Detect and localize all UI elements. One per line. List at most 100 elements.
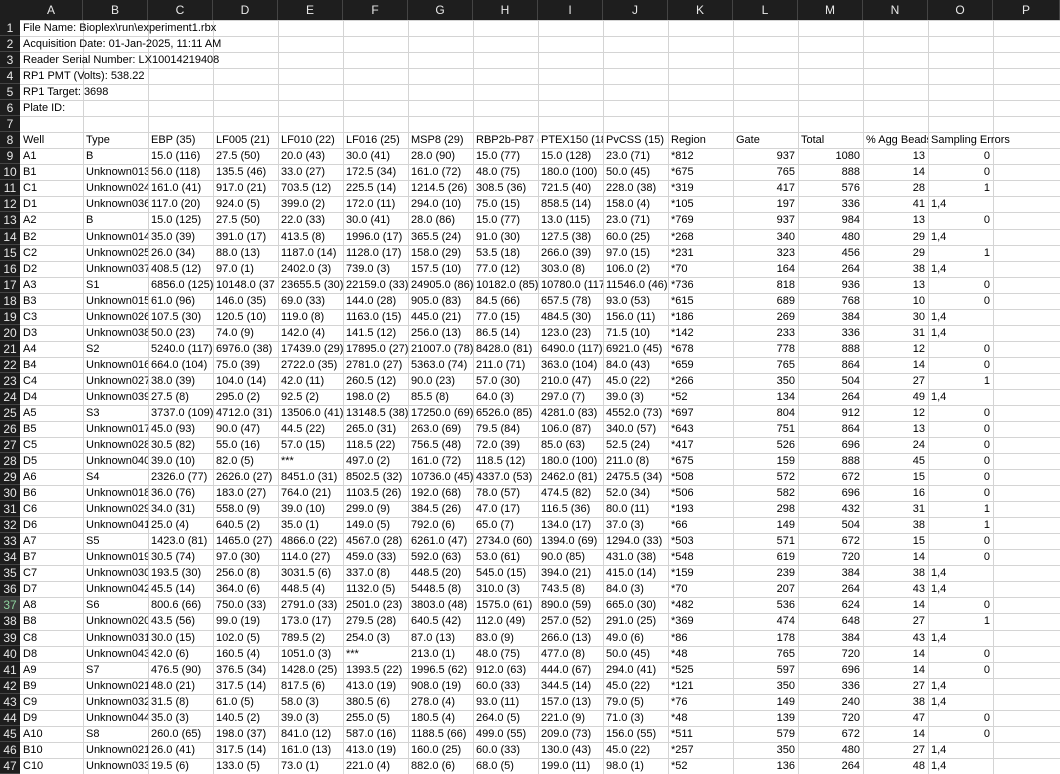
- cell[interactable]: 93.0 (53): [606, 294, 651, 307]
- cell[interactable]: 17439.0 (29): [281, 342, 343, 355]
- cell[interactable]: 890.0 (59): [541, 599, 592, 612]
- cell[interactable]: 44.5 (22): [281, 423, 326, 435]
- row-header[interactable]: 21: [0, 340, 20, 357]
- cell[interactable]: 299.0 (9): [346, 503, 391, 516]
- cell[interactable]: 264: [841, 759, 860, 772]
- cell[interactable]: 57.0 (30): [476, 374, 521, 387]
- cell[interactable]: S5: [86, 535, 100, 548]
- cell[interactable]: 336: [841, 326, 860, 339]
- cell[interactable]: 1393.5 (22): [346, 663, 403, 676]
- cell[interactable]: Plate ID:: [23, 102, 66, 115]
- cell[interactable]: 765: [776, 166, 795, 179]
- cell[interactable]: *186: [671, 310, 694, 323]
- row-header[interactable]: 8: [0, 132, 20, 149]
- cell[interactable]: 77.0 (12): [476, 262, 521, 275]
- cell[interactable]: 14: [912, 727, 925, 740]
- cell[interactable]: 579: [776, 727, 795, 740]
- cell[interactable]: 2501.0 (23): [346, 599, 403, 612]
- cell[interactable]: 264: [841, 390, 860, 403]
- cell[interactable]: 1: [983, 182, 990, 195]
- cell[interactable]: 445.0 (21): [411, 310, 462, 323]
- cell[interactable]: *812: [671, 150, 694, 163]
- column-header[interactable]: N: [863, 0, 928, 20]
- cell[interactable]: 211.0 (8): [606, 455, 650, 468]
- cell[interactable]: PvCSS (15): [606, 134, 665, 147]
- cell[interactable]: 640.5 (2): [216, 519, 261, 532]
- row-header[interactable]: 39: [0, 629, 20, 646]
- cell[interactable]: 90.0 (23): [411, 374, 456, 387]
- cell[interactable]: 765: [776, 358, 795, 371]
- cell[interactable]: 10780.0 (117: [541, 278, 603, 291]
- cell[interactable]: 703.5 (12): [281, 182, 332, 195]
- cell[interactable]: 116.5 (36): [541, 503, 591, 516]
- cell[interactable]: 448.5 (20): [411, 567, 462, 580]
- cell[interactable]: 260.5 (12): [346, 374, 397, 387]
- row-header[interactable]: 33: [0, 533, 20, 550]
- cell[interactable]: 140.5 (2): [216, 711, 261, 724]
- cell[interactable]: Type: [86, 134, 110, 147]
- cell[interactable]: 1: [983, 246, 990, 259]
- cell[interactable]: *76: [671, 695, 688, 708]
- cell[interactable]: Unknown028: [86, 439, 148, 452]
- cell[interactable]: 26.0 (41): [151, 743, 196, 756]
- cell[interactable]: 1: [983, 615, 990, 628]
- cell[interactable]: Unknown017: [86, 423, 148, 435]
- cell[interactable]: 41: [912, 198, 925, 211]
- cell[interactable]: 49.0 (6): [606, 631, 644, 644]
- cell[interactable]: 888: [841, 342, 860, 355]
- cell[interactable]: 592.0 (63): [411, 551, 462, 564]
- cell[interactable]: 198.0 (37): [216, 727, 267, 740]
- cell[interactable]: 665.0 (30): [606, 599, 657, 612]
- cell[interactable]: 2734.0 (60): [476, 535, 533, 548]
- cell[interactable]: 27: [912, 743, 925, 756]
- cell[interactable]: 173.0 (17): [281, 615, 332, 628]
- cell[interactable]: 888: [841, 166, 860, 179]
- cell[interactable]: A8: [23, 599, 37, 612]
- cell[interactable]: *503: [671, 535, 694, 548]
- cell[interactable]: S8: [86, 727, 100, 740]
- cell[interactable]: Unknown042: [86, 583, 148, 596]
- cell[interactable]: LF016 (25): [346, 134, 400, 147]
- cell[interactable]: 1103.5 (26): [346, 487, 402, 500]
- cell[interactable]: 160.5 (4): [216, 647, 261, 660]
- cell[interactable]: 2722.0 (35): [281, 358, 338, 371]
- cell[interactable]: 1394.0 (69): [541, 535, 598, 548]
- cell[interactable]: 156.0 (11): [606, 310, 656, 323]
- cell[interactable]: 210.0 (47): [541, 374, 592, 387]
- cell[interactable]: 22159.0 (33): [346, 278, 408, 291]
- cell[interactable]: *142: [671, 326, 694, 339]
- cell[interactable]: 97.0 (15): [606, 246, 651, 259]
- cell[interactable]: 10: [912, 294, 925, 307]
- cell[interactable]: 480: [841, 743, 860, 756]
- cell[interactable]: 15.0 (77): [476, 214, 521, 227]
- cell[interactable]: S1: [86, 278, 100, 291]
- cell[interactable]: 417: [776, 182, 795, 195]
- cell[interactable]: 800.6 (66): [151, 599, 202, 612]
- cell[interactable]: 48.0 (75): [476, 647, 521, 660]
- cell[interactable]: 1,4: [931, 583, 947, 596]
- cell[interactable]: 8428.0 (81): [476, 342, 533, 355]
- cell[interactable]: 38: [912, 567, 925, 580]
- cell[interactable]: 69.0 (33): [281, 294, 326, 307]
- cell[interactable]: 157.0 (13): [541, 695, 592, 708]
- cell[interactable]: 1: [983, 374, 990, 387]
- cell[interactable]: A9: [23, 663, 37, 676]
- cell[interactable]: C1: [23, 182, 38, 195]
- cell[interactable]: 42.0 (6): [151, 647, 189, 660]
- row-header[interactable]: 31: [0, 501, 20, 518]
- cell[interactable]: S7: [86, 663, 100, 676]
- cell[interactable]: 597: [776, 663, 795, 676]
- cell[interactable]: 30: [912, 310, 925, 323]
- cell[interactable]: Unknown021: [86, 743, 148, 756]
- cell[interactable]: ***: [346, 647, 359, 660]
- cell[interactable]: Unknown021: [86, 679, 148, 692]
- cell[interactable]: 180.0 (100): [541, 455, 598, 468]
- cell[interactable]: 1575.0 (61): [476, 599, 533, 612]
- cell[interactable]: 149: [776, 695, 795, 708]
- cell[interactable]: 158.0 (4): [606, 198, 651, 211]
- cell[interactable]: 477.0 (8): [541, 647, 586, 660]
- column-header[interactable]: O: [928, 0, 993, 20]
- cell[interactable]: 864: [841, 358, 860, 371]
- cell[interactable]: B3: [23, 294, 37, 307]
- cell[interactable]: 340.0 (57): [606, 423, 657, 435]
